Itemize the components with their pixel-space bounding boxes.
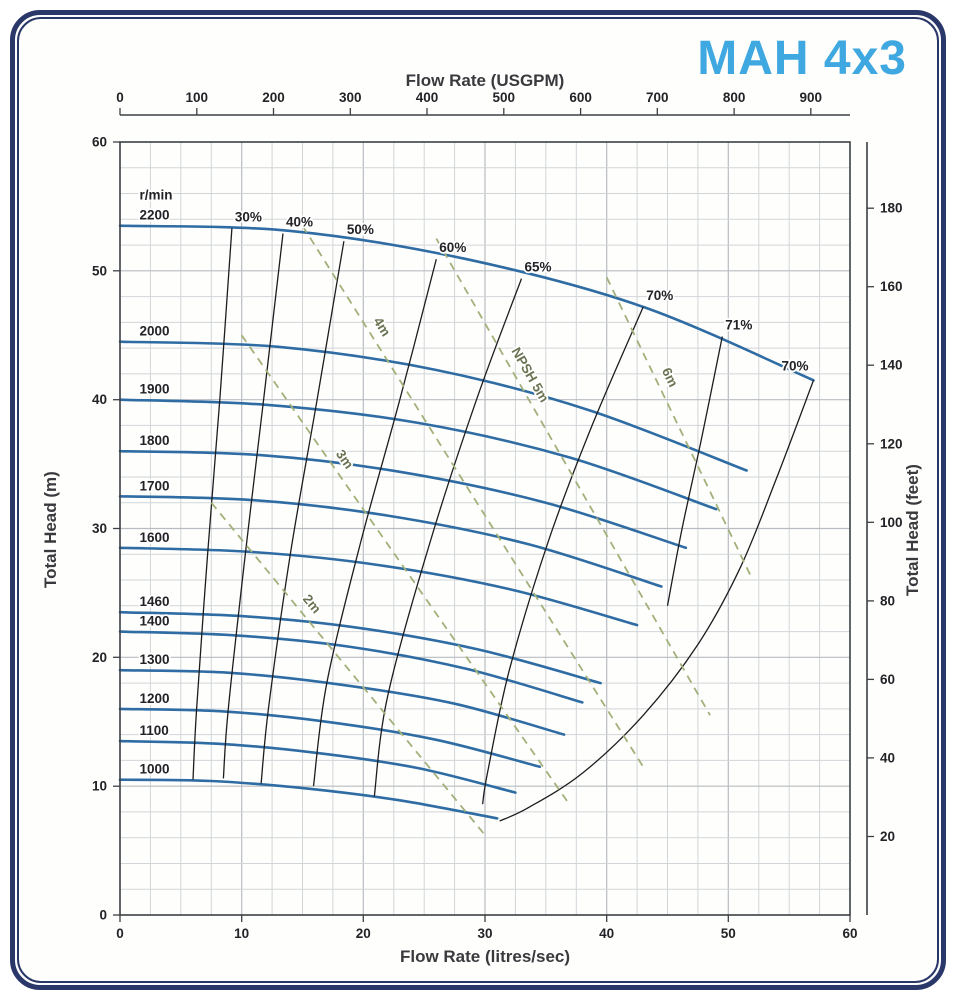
speed-label-1900: 1900 (140, 382, 170, 397)
speed-label-1100: 1100 (140, 723, 169, 738)
speed-label-1300: 1300 (140, 652, 170, 667)
efficiency-line-71%-6 (666, 336, 723, 606)
left-tick-label: 30 (92, 521, 107, 536)
top-tick-label: 800 (723, 90, 746, 105)
speed-curve-1000 (118, 778, 499, 820)
bottom-tick-label: 30 (477, 926, 492, 941)
speed-label-1200: 1200 (140, 691, 170, 706)
efficiency-line-40%-1 (222, 233, 284, 779)
top-tick-label: 700 (646, 90, 669, 105)
top-tick-label: 300 (339, 90, 362, 105)
speed-label-1800: 1800 (140, 433, 170, 448)
npsh-line-3m (240, 334, 571, 807)
right-tick-label: 100 (880, 515, 903, 530)
efficiency-line-50%-2 (260, 241, 345, 784)
speed-curve-1100 (118, 739, 517, 794)
bottom-tick-label: 0 (116, 926, 124, 941)
efficiency-label-6: 71% (725, 318, 752, 333)
bottom-tick-label: 20 (356, 926, 371, 941)
efficiency-label-2: 50% (347, 222, 374, 237)
top-tick-label: 100 (186, 90, 209, 105)
efficiency-label-1: 40% (286, 215, 313, 230)
efficiency-line-60%-3 (312, 259, 437, 787)
speed-label-1460: 1460 (140, 594, 170, 609)
right-tick-label: 180 (880, 201, 903, 216)
right-tick-label: 20 (880, 829, 895, 844)
efficiency-label-4: 65% (525, 260, 552, 275)
left-tick-label: 50 (92, 263, 107, 278)
speed-curve-1200 (118, 707, 542, 769)
speed-curve-1600 (118, 546, 639, 627)
npsh-label-3m: 3m (333, 447, 356, 472)
top-tick-label: 900 (800, 90, 823, 105)
npsh-label-4m: 4m (370, 315, 393, 340)
efficiency-line-70%-5 (481, 306, 644, 805)
efficiency-line-65%-4 (373, 278, 523, 797)
left-tick-label: 10 (92, 779, 107, 794)
page-title: MAH 4x3 (697, 32, 907, 85)
speed-label-2000: 2000 (140, 324, 170, 339)
speed-label-1000: 1000 (140, 762, 170, 777)
chart-card: MAH 4x3 Flow Rate (USGPM) Flow Rate (lit… (10, 10, 946, 990)
top-tick-label: 400 (416, 90, 439, 105)
top-tick-label: 200 (262, 90, 285, 105)
left-tick-label: 20 (92, 650, 107, 665)
npsh-line-4m (301, 225, 644, 768)
efficiency-label-0: 30% (235, 209, 262, 224)
rpm-units-label: r/min (140, 188, 173, 203)
top-tick-label: 600 (569, 90, 592, 105)
right-tick-label: 40 (880, 750, 895, 765)
speed-label-1400: 1400 (140, 614, 170, 629)
speed-label-1600: 1600 (140, 530, 170, 545)
bottom-tick-label: 40 (599, 926, 614, 941)
top-tick-label: 0 (116, 90, 124, 105)
efficiency-line-30%-0 (192, 228, 233, 780)
efficiency-lines-layer (192, 228, 815, 822)
npsh-line-6m (605, 276, 754, 581)
speed-curve-1400 (118, 630, 584, 704)
speed-curve-1800 (118, 449, 688, 550)
right-tick-label: 120 (880, 436, 903, 451)
efficiency-label-7: 70% (782, 358, 809, 373)
left-tick-label: 40 (92, 392, 107, 407)
efficiency-label-3: 60% (439, 240, 466, 255)
bottom-tick-label: 60 (842, 926, 857, 941)
npsh-label-6m: 6m (659, 365, 681, 389)
speed-curves-layer (118, 224, 815, 820)
speed-label-1700: 1700 (140, 478, 170, 493)
bottom-axis-title: Flow Rate (litres/sec) (399, 947, 571, 966)
right-tick-label: 80 (880, 593, 895, 608)
speed-curve-1460 (118, 610, 602, 685)
right-tick-label: 60 (880, 672, 895, 687)
top-axis-title: Flow Rate (USGPM) (405, 71, 565, 90)
top-tick-label: 500 (493, 90, 516, 105)
npsh-line-NPSH-5m (435, 238, 711, 716)
right-tick-label: 160 (880, 279, 903, 294)
left-tick-label: 0 (99, 908, 107, 923)
npsh-label-2m: 2m (300, 592, 324, 617)
curve-labels-layer: r/min 2200 2000 1900 1800 1700 1600 1460 1400 130… (138, 186, 811, 779)
speed-curve-2200 (118, 224, 815, 382)
speed-curve-1900 (118, 398, 718, 511)
efficiency-label-5: 70% (646, 288, 673, 303)
right-tick-label: 140 (880, 358, 903, 373)
bottom-tick-label: 50 (721, 926, 736, 941)
npsh-line-2m (210, 502, 486, 836)
speed-label-2200: 2200 (140, 208, 170, 223)
left-tick-label: 60 (92, 135, 107, 150)
bottom-tick-label: 10 (234, 926, 249, 941)
efficiency-line-70%-7 (499, 380, 815, 822)
speed-curve-1700 (118, 495, 663, 588)
npsh-lines-layer (210, 225, 754, 836)
speed-curve-1300 (118, 668, 566, 736)
speed-curve-2000 (118, 340, 748, 472)
